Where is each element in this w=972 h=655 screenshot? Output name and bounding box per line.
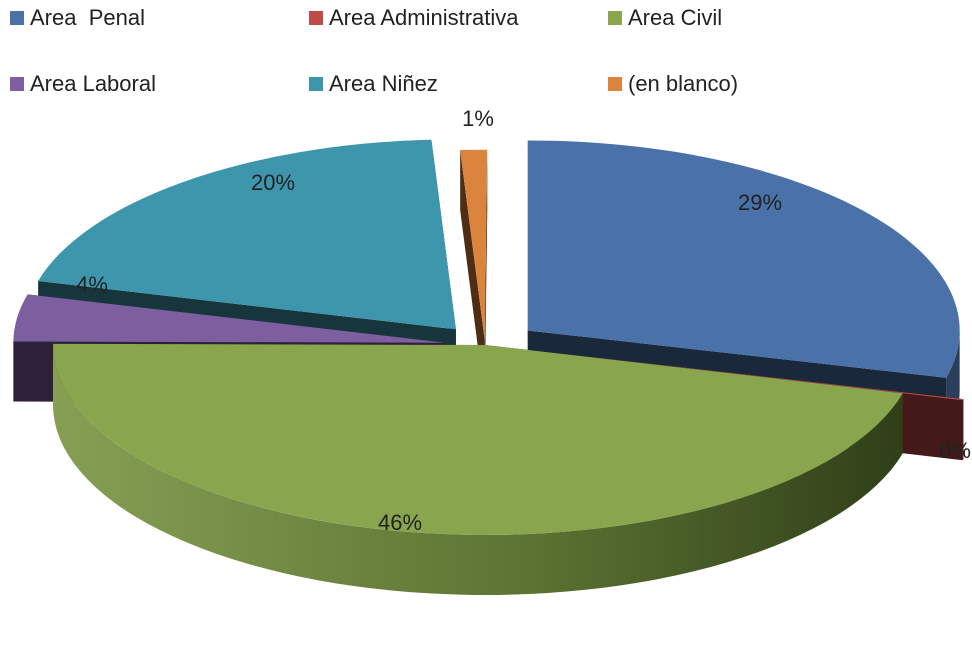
pie-slice-wall — [460, 150, 485, 400]
data-label-area-civil: 46% — [378, 510, 422, 535]
legend-item-area-administrativa: Area Administrativa — [309, 5, 519, 31]
pie-slice-area-civil — [52, 343, 903, 596]
legend-item-area-civil: Area Civil — [608, 5, 722, 31]
data-label-area-laboral: 4% — [76, 272, 108, 297]
data-label-area-ninez: 20% — [251, 170, 295, 195]
legend-swatch-area-administrativa — [309, 11, 323, 25]
chart-legend: Area Penal Area Administrativa Area Civi… — [0, 0, 972, 110]
legend-label-area-administrativa: Area Administrativa — [329, 5, 519, 30]
legend-label-area-civil: Area Civil — [628, 5, 723, 30]
data-label-en-blanco: 1% — [462, 106, 494, 131]
pie-slice-top — [460, 149, 488, 340]
legend-item-en-blanco: (en blanco) — [608, 71, 738, 97]
pie-slice-top — [52, 343, 903, 536]
legend-swatch-area-civil — [608, 11, 622, 25]
pie-slice-en-blanco — [460, 149, 488, 400]
pie-slice-side — [53, 345, 903, 596]
legend-item-area-penal: Area Penal — [10, 5, 145, 31]
legend-label-area-penal: Area Penal — [30, 5, 145, 30]
pie-slice-top — [38, 139, 456, 330]
legend-item-area-ninez: Area Niñez — [309, 71, 438, 97]
legend-swatch-en-blanco — [608, 77, 622, 91]
legend-swatch-area-laboral — [10, 77, 24, 91]
legend-label-area-laboral: Area Laboral — [30, 71, 156, 96]
legend-label-en-blanco: (en blanco) — [628, 71, 739, 96]
pie-slice-side — [962, 399, 964, 461]
pie-slice-top — [13, 294, 446, 343]
legend-item-area-laboral: Area Laboral — [10, 71, 156, 97]
pie-slice-top — [545, 351, 964, 401]
data-label-area-penal: 29% — [738, 190, 782, 215]
pie-slice-top — [527, 140, 960, 378]
pie-slice-wall — [484, 149, 488, 400]
legend-swatch-area-ninez — [309, 77, 323, 91]
legend-label-area-ninez: Area Niñez — [329, 71, 438, 96]
data-label-area-administrativa: 0% — [939, 438, 971, 463]
legend-swatch-area-penal — [10, 11, 24, 25]
